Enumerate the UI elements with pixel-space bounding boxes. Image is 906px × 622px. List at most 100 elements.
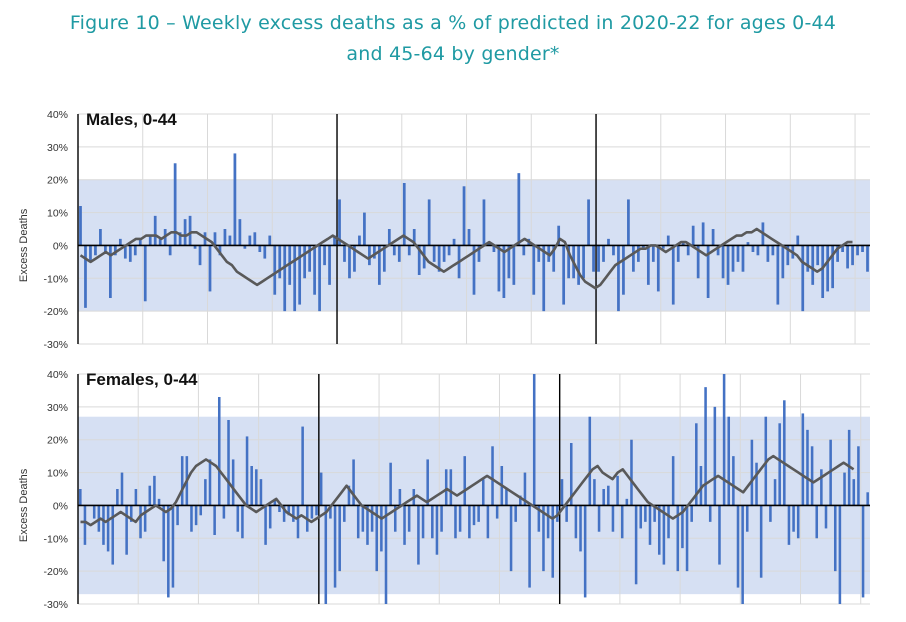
bar-weekly-excess <box>522 245 526 256</box>
bar-weekly-excess <box>427 199 431 246</box>
bar-weekly-excess <box>447 245 451 256</box>
rolling-average-line <box>80 454 855 527</box>
bar-weekly-excess <box>109 245 112 298</box>
y-tick-label: -30% <box>43 599 68 611</box>
bar-weekly-excess <box>333 505 337 588</box>
bar-weekly-excess <box>310 505 314 519</box>
bar-weekly-excess <box>607 485 610 506</box>
bar-weekly-excess <box>233 153 237 246</box>
bar-weekly-excess <box>228 235 232 246</box>
bar-weekly-excess <box>546 505 550 539</box>
bar-weekly-excess <box>851 245 854 266</box>
bar-weekly-excess <box>562 245 566 305</box>
bar-weekly-excess <box>667 505 670 539</box>
bar-weekly-excess <box>431 505 434 539</box>
bar-weekly-excess <box>79 206 82 246</box>
bar-weekly-excess <box>857 446 860 506</box>
bar-weekly-excess <box>796 235 800 246</box>
bar-weekly-excess <box>462 186 466 246</box>
bar-weekly-excess <box>704 387 707 506</box>
bar-weekly-excess <box>861 505 865 598</box>
bar-weekly-excess <box>222 505 226 519</box>
bar-weekly-excess <box>343 505 346 522</box>
bar-weekly-excess <box>273 245 277 295</box>
bar-weekly-excess <box>542 505 545 572</box>
bar-weekly-excess <box>836 245 839 262</box>
bar-weekly-excess <box>582 245 585 279</box>
bar-weekly-excess <box>92 505 96 519</box>
bar-weekly-excess <box>387 229 391 246</box>
bar-weekly-excess <box>278 505 281 512</box>
bar-weekly-excess <box>104 245 107 252</box>
bar-weekly-excess <box>477 505 480 522</box>
bar-weekly-excess <box>786 245 790 266</box>
bar-weekly-excess <box>695 423 698 506</box>
bar-weekly-excess <box>806 429 809 506</box>
bar-weekly-excess <box>361 505 365 532</box>
bar-weekly-excess <box>363 212 366 246</box>
bar-weekly-excess <box>268 505 272 529</box>
bar-weekly-excess <box>801 245 805 312</box>
bar-weekly-excess <box>213 505 216 535</box>
bar-weekly-excess <box>173 163 177 246</box>
bar-weekly-excess <box>227 420 230 506</box>
y-tick-label: -10% <box>43 273 68 285</box>
panel-females-0-44: -30% -20% -10% 0% 10% 20% 30% 40% Females, 0-44 E… <box>18 369 870 611</box>
bar-weekly-excess <box>129 505 133 522</box>
bar-weekly-excess <box>713 406 717 506</box>
bar-weekly-excess <box>815 505 819 539</box>
bar-weekly-excess <box>537 505 541 532</box>
bar-weekly-excess <box>248 235 252 246</box>
bar-weekly-excess <box>843 472 846 506</box>
bar-weekly-excess <box>833 505 837 572</box>
bar-weekly-excess <box>303 245 307 279</box>
bar-weekly-excess <box>398 489 402 506</box>
bar-weekly-excess <box>482 199 486 246</box>
bar-weekly-excess <box>736 245 740 262</box>
bar-weekly-excess <box>627 199 630 246</box>
panel-title: Males, 0-44 <box>86 110 177 129</box>
bar-weekly-excess <box>472 245 476 295</box>
bar-weekly-excess <box>308 245 311 272</box>
bar-weekly-excess <box>560 479 564 506</box>
bar-weekly-excess <box>722 374 726 506</box>
bar-weekly-excess <box>492 245 496 252</box>
bar-weekly-excess <box>776 245 780 305</box>
bar-weekly-excess <box>120 472 124 506</box>
bar-weekly-excess <box>190 505 193 532</box>
bar-weekly-excess <box>125 505 128 555</box>
bar-weekly-excess <box>380 505 383 552</box>
bar-weekly-excess <box>162 505 165 562</box>
bar-weekly-excess <box>377 245 381 285</box>
bar-weekly-excess <box>852 479 856 506</box>
bar-weekly-excess <box>552 245 556 272</box>
bar-weekly-excess <box>514 505 517 522</box>
bar-weekly-excess <box>323 245 326 266</box>
bar-weekly-excess <box>198 245 202 266</box>
bar-weekly-excess <box>250 466 253 506</box>
bar-weekly-excess <box>454 505 457 539</box>
bar-weekly-excess <box>273 498 277 506</box>
bar-weekly-excess <box>449 469 453 506</box>
bar-weekly-excess <box>671 456 675 506</box>
bar-weekly-excess <box>138 238 142 246</box>
bar-weekly-excess <box>821 245 825 298</box>
bar-weekly-excess <box>755 462 758 506</box>
bar-weekly-excess <box>338 505 341 572</box>
bar-weekly-excess <box>801 413 805 506</box>
y-axis-title: Excess Deaths <box>18 208 30 282</box>
bar-weekly-excess <box>407 245 411 256</box>
bar-weekly-excess <box>223 229 227 246</box>
bar-weekly-excess <box>412 229 416 246</box>
bar-weekly-excess <box>681 242 685 246</box>
bar-weekly-excess <box>617 245 620 312</box>
bar-weekly-excess <box>442 245 446 262</box>
bar-weekly-excess <box>641 245 645 249</box>
bar-weekly-excess <box>745 505 749 532</box>
bar-weekly-excess <box>602 245 605 262</box>
bar-weekly-excess <box>213 232 217 246</box>
bar-weekly-excess <box>352 459 355 506</box>
bar-weekly-excess <box>671 245 675 305</box>
y-tick-label: 20% <box>47 435 68 447</box>
bar-weekly-excess <box>134 489 138 506</box>
